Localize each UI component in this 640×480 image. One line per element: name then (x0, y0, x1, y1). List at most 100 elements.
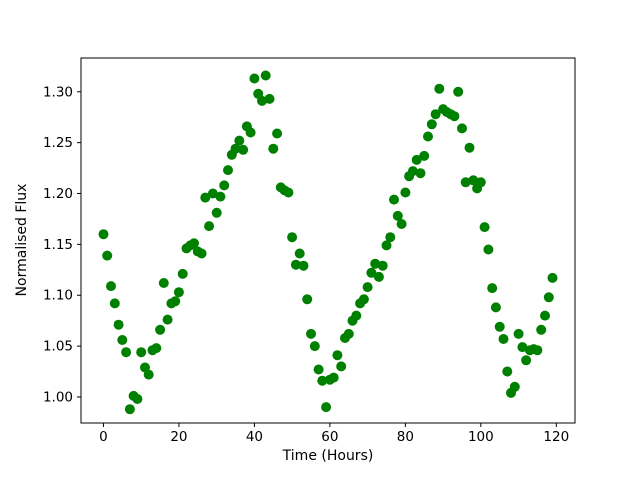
data-point (419, 150, 430, 161)
data-point (328, 372, 339, 383)
data-point (479, 222, 490, 233)
y-tick-label: 1.05 (43, 339, 73, 355)
data-point (151, 343, 162, 354)
data-point (260, 70, 271, 81)
data-point (117, 335, 128, 345)
data-point (170, 296, 181, 307)
data-point (102, 250, 113, 261)
data-point (306, 328, 316, 339)
data-point (513, 328, 524, 339)
data-point (494, 321, 505, 332)
axes-frame (80, 57, 576, 424)
data-point (287, 232, 298, 243)
y-tick-label: 1.15 (43, 237, 73, 253)
data-point (343, 328, 354, 339)
data-point (434, 83, 445, 94)
data-point (321, 402, 332, 413)
x-tick-label: 20 (170, 429, 187, 445)
data-point (264, 93, 275, 104)
y-tick-label: 1.00 (43, 389, 73, 405)
data-point (392, 210, 403, 221)
data-point (143, 369, 154, 380)
data-point (317, 375, 328, 386)
data-point (351, 310, 362, 321)
data-point (373, 271, 384, 282)
data-point (200, 192, 211, 203)
data-point (366, 267, 377, 278)
data-point (332, 350, 343, 361)
data-point (211, 207, 222, 218)
data-point (268, 143, 279, 154)
data-point (106, 281, 116, 292)
data-point (215, 191, 226, 202)
x-tick-label: 100 (468, 429, 494, 445)
data-point (189, 238, 199, 249)
data-point (385, 232, 396, 243)
y-tick-label: 1.25 (43, 135, 73, 151)
data-point (460, 177, 471, 188)
data-point (464, 142, 475, 153)
data-point (430, 109, 441, 120)
x-tick-label: 60 (321, 429, 338, 445)
x-tick-label: 40 (246, 429, 263, 445)
data-point (298, 260, 309, 271)
data-point (358, 294, 369, 305)
data-point (483, 244, 494, 255)
data-point (234, 135, 245, 146)
data-point (173, 287, 184, 298)
data-point (309, 341, 320, 352)
data-point (238, 144, 249, 155)
data-point (302, 294, 313, 305)
data-point (272, 128, 283, 139)
data-point (396, 219, 407, 229)
x-tick-label: 0 (99, 429, 108, 445)
data-point (487, 283, 498, 294)
data-point (502, 366, 513, 377)
data-point (245, 127, 256, 138)
data-point (468, 175, 479, 186)
data-point (547, 272, 558, 283)
data-point (362, 282, 373, 293)
data-point (415, 168, 426, 179)
data-point (400, 187, 411, 198)
data-point (543, 292, 554, 303)
x-tick-label: 80 (397, 429, 414, 445)
data-point (411, 154, 422, 165)
y-tick-label: 1.10 (43, 288, 73, 304)
y-tick-label: 1.30 (43, 84, 73, 100)
data-point (532, 345, 543, 356)
data-point (426, 119, 437, 130)
data-point (219, 180, 230, 191)
data-point (98, 229, 109, 240)
data-point (294, 248, 305, 259)
data-point (121, 347, 132, 358)
data-point (113, 319, 124, 330)
y-tick-label: 1.20 (43, 186, 73, 202)
data-point (249, 73, 260, 84)
data-point (158, 278, 169, 288)
data-point (230, 143, 241, 154)
data-point (377, 260, 388, 271)
data-point (124, 404, 135, 415)
data-point (370, 258, 381, 269)
data-point (389, 194, 399, 205)
data-point (132, 394, 143, 404)
data-point (521, 355, 532, 366)
data-point (207, 188, 218, 199)
data-point (109, 298, 120, 309)
data-point (540, 310, 550, 321)
data-point (498, 334, 509, 344)
x-tick-label: 120 (543, 429, 569, 445)
data-point (536, 324, 547, 335)
data-point (509, 381, 520, 392)
data-point (313, 364, 324, 375)
data-point (223, 165, 233, 176)
data-point (336, 361, 347, 372)
data-point (136, 347, 147, 358)
data-point (177, 268, 188, 279)
data-point (407, 166, 418, 177)
y-axis-label: Normalised Flux (14, 183, 30, 297)
data-point (204, 221, 215, 232)
